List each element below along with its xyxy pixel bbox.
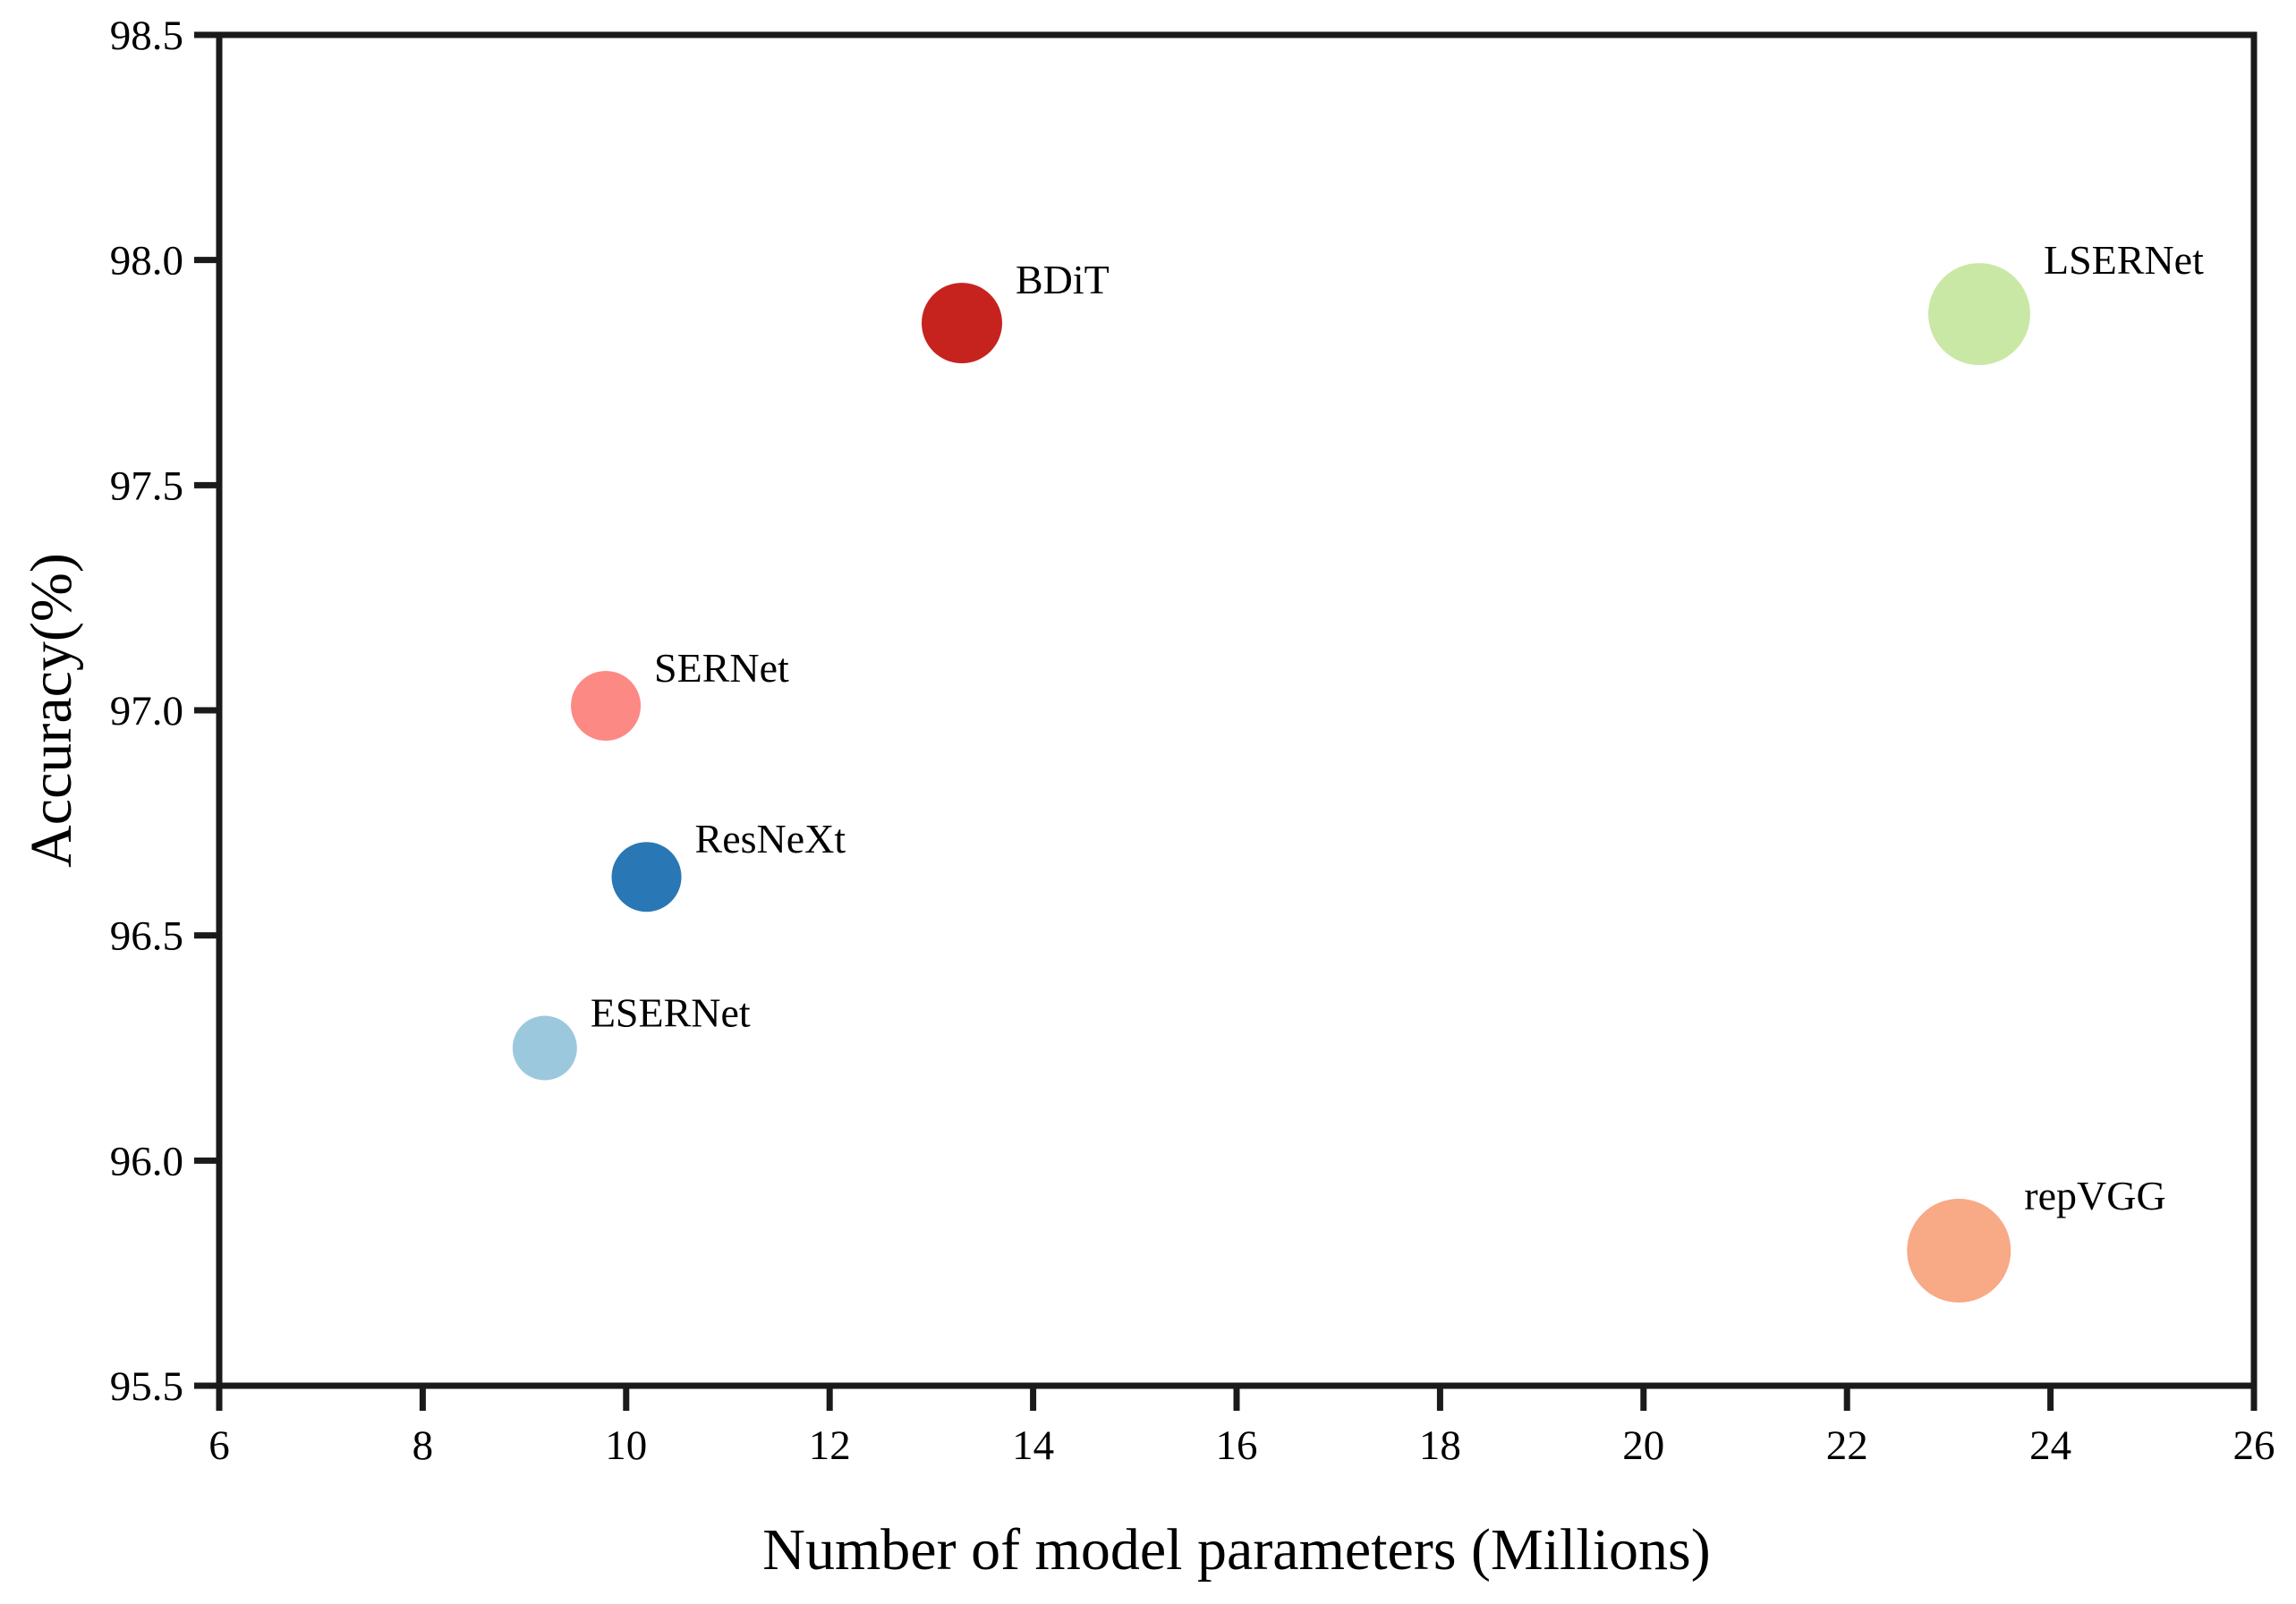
bubble-resnext (611, 842, 682, 912)
bubble-repvgg (1907, 1199, 2011, 1303)
plot-border (216, 31, 2258, 1389)
bubble-label-esernet: ESERNet (591, 990, 751, 1036)
x-axis-title: Number of model parameters (Millions) (762, 1517, 1711, 1583)
y-tick-label: 98.0 (110, 238, 183, 284)
y-tick-label: 98.5 (110, 13, 183, 59)
bubble-label-lsernet: LSERNet (2044, 237, 2204, 283)
x-tick-label: 20 (1622, 1422, 1664, 1469)
x-tick-label: 16 (1216, 1422, 1258, 1469)
bubble-label-resnext: ResNeXt (695, 816, 846, 861)
bubble-sernet (571, 670, 642, 741)
bubble-lsernet (1928, 263, 2031, 366)
x-tick-label: 14 (1012, 1422, 1054, 1469)
x-tick-label: 12 (809, 1422, 851, 1469)
y-tick-label: 95.5 (110, 1363, 183, 1410)
y-tick-label: 97.0 (110, 688, 183, 734)
bubble-label-sernet: SERNet (654, 645, 789, 691)
bubble-bdit (922, 283, 1003, 364)
bubble-label-bdit: BDiT (1016, 257, 1110, 302)
bubble-label-repvgg: repVGG (2024, 1173, 2165, 1218)
y-axis-title: Accuracy(%) (19, 553, 84, 868)
x-tick-label: 26 (2233, 1422, 2275, 1469)
x-tick-label: 22 (1826, 1422, 1868, 1469)
y-tick-label: 96.5 (110, 913, 183, 960)
y-tick-label: 97.5 (110, 463, 183, 509)
y-tick-label: 96.0 (110, 1138, 183, 1184)
x-tick-label: 24 (2029, 1422, 2071, 1469)
x-tick-label: 18 (1419, 1422, 1461, 1469)
x-tick-label: 6 (208, 1422, 230, 1469)
bubble-esernet (512, 1015, 577, 1081)
x-tick-label: 10 (605, 1422, 647, 1469)
x-tick-label: 8 (412, 1422, 434, 1469)
